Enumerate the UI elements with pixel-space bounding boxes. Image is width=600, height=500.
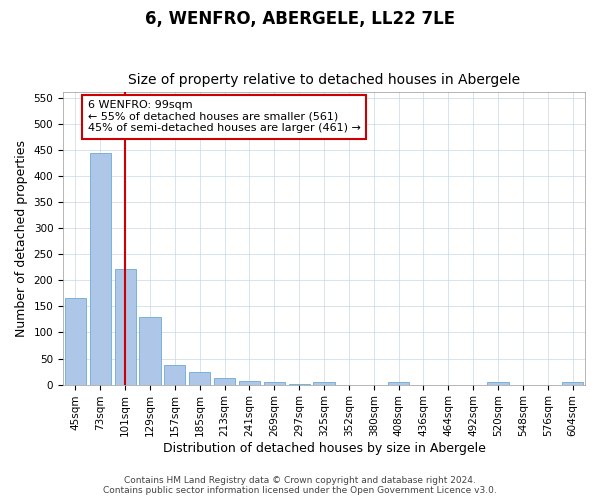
Y-axis label: Number of detached properties: Number of detached properties <box>15 140 28 337</box>
Text: 6 WENFRO: 99sqm
← 55% of detached houses are smaller (561)
45% of semi-detached : 6 WENFRO: 99sqm ← 55% of detached houses… <box>88 100 361 134</box>
Bar <box>562 382 583 384</box>
Title: Size of property relative to detached houses in Abergele: Size of property relative to detached ho… <box>128 73 520 87</box>
Bar <box>90 154 111 384</box>
Bar <box>115 270 136 384</box>
Bar <box>139 317 161 384</box>
X-axis label: Distribution of detached houses by size in Abergele: Distribution of detached houses by size … <box>163 442 485 455</box>
Bar <box>189 372 210 384</box>
Bar <box>214 378 235 384</box>
Bar <box>239 382 260 384</box>
Bar <box>164 366 185 384</box>
Bar <box>313 382 335 384</box>
Bar <box>264 382 285 384</box>
Bar <box>65 298 86 384</box>
Bar <box>487 382 509 384</box>
Text: 6, WENFRO, ABERGELE, LL22 7LE: 6, WENFRO, ABERGELE, LL22 7LE <box>145 10 455 28</box>
Text: Contains HM Land Registry data © Crown copyright and database right 2024.
Contai: Contains HM Land Registry data © Crown c… <box>103 476 497 495</box>
Bar <box>388 382 409 384</box>
